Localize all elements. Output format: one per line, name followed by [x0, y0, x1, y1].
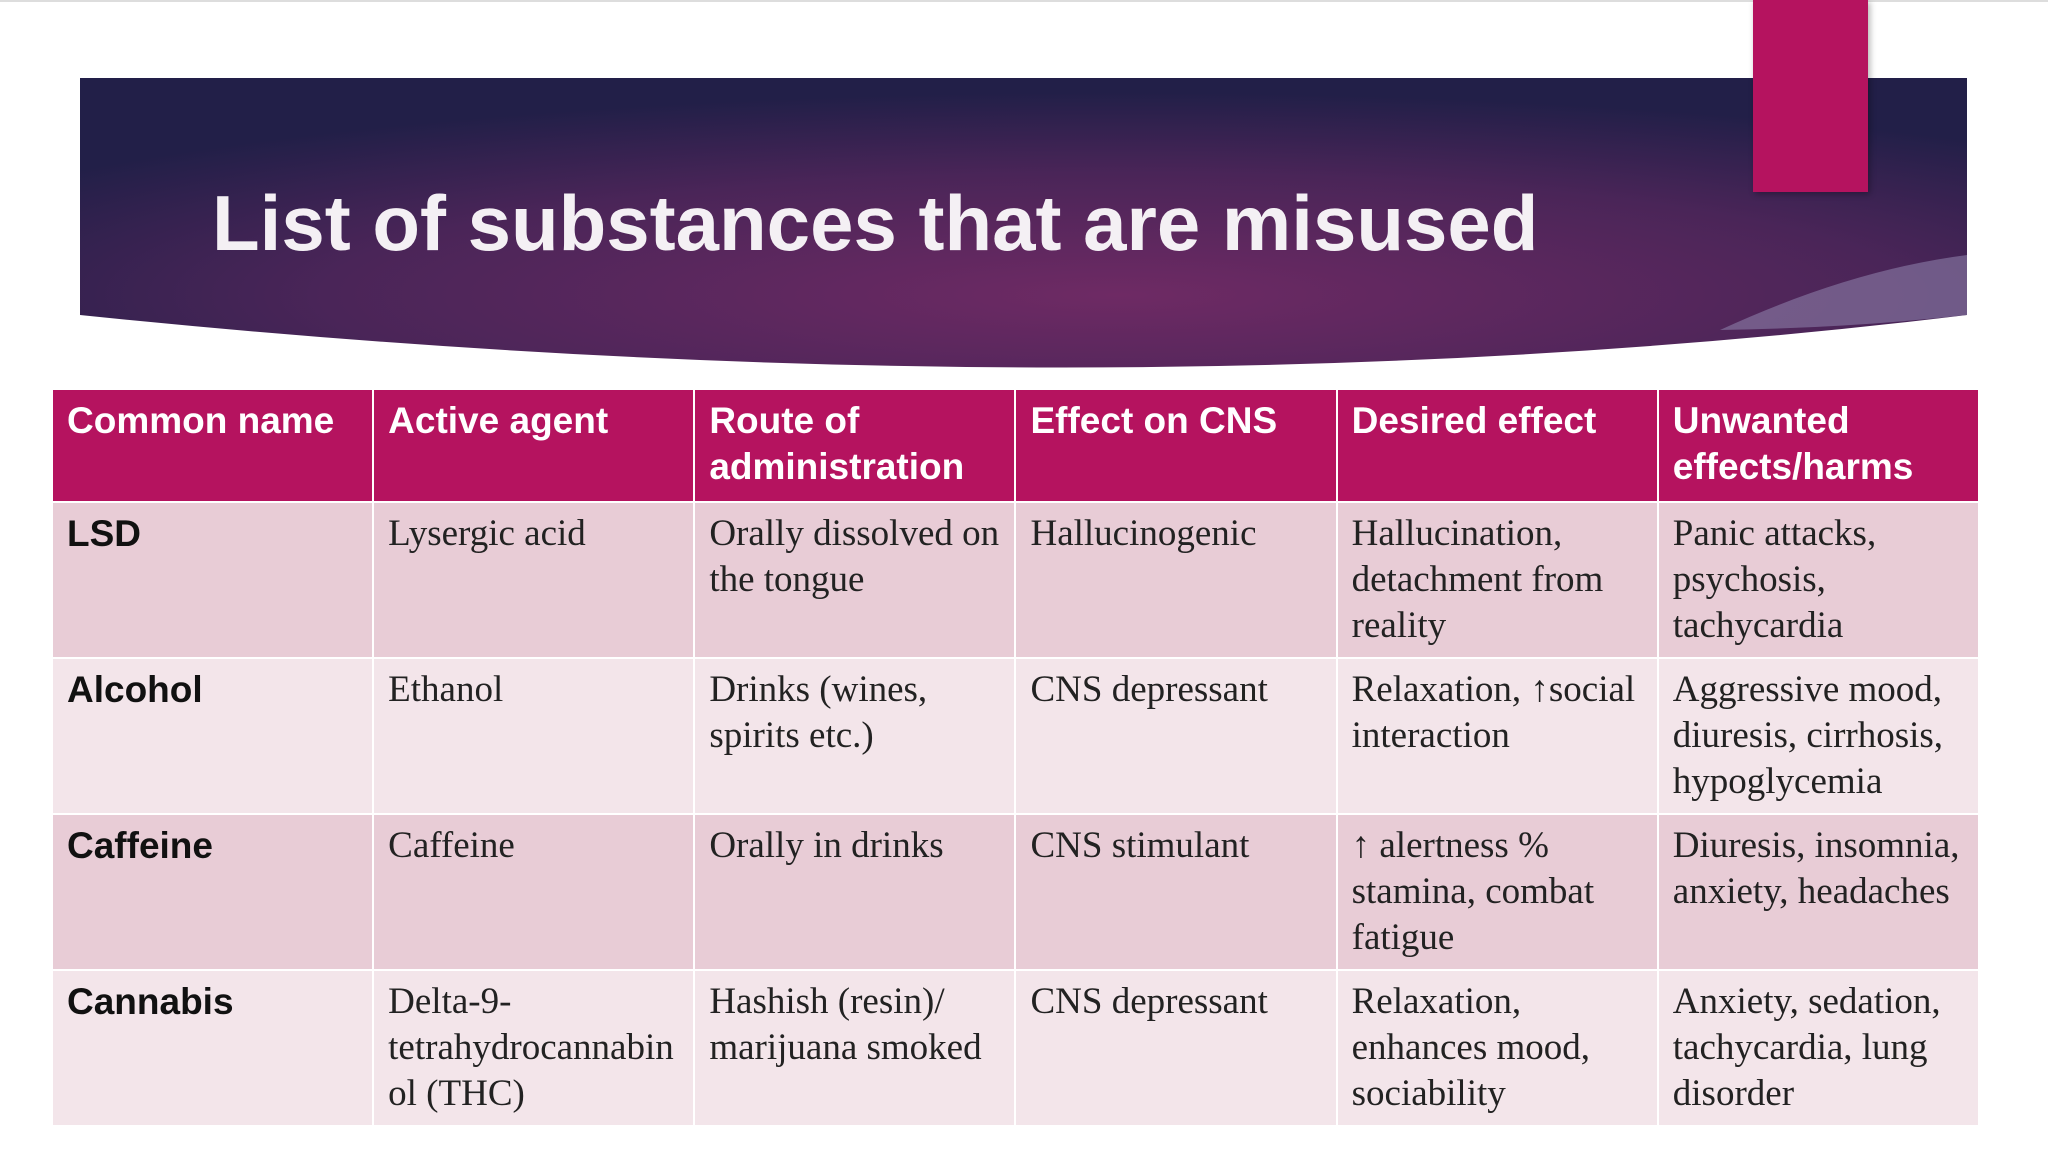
- substance-name: Caffeine: [50, 813, 375, 971]
- header-cell: Desired effect: [1335, 388, 1659, 503]
- header-row: Common name Active agent Route of administ…: [50, 388, 1981, 503]
- banner-shape: [80, 78, 1967, 368]
- banner-accent: [1720, 255, 1967, 330]
- table-cell: Panic attacks, psychosis, tachycardia: [1656, 501, 1981, 659]
- header-cell: Effect on CNS: [1014, 388, 1338, 503]
- substances-table: Common name Active agent Route of administ…: [50, 388, 1981, 1127]
- table-row: Caffeine Caffeine Orally in drinks CNS stim…: [50, 813, 1981, 971]
- table-cell: Delta-9-tetrahydrocannabinol (THC): [372, 969, 696, 1127]
- table-cell: Relaxation, ↑social interaction: [1335, 657, 1659, 815]
- table-row: Alcohol Ethanol Drinks (wines, spirits etc…: [50, 657, 1981, 815]
- substance-name: LSD: [50, 501, 375, 659]
- table-cell: Anxiety, sedation, tachycardia, lung dis…: [1656, 969, 1981, 1127]
- table-row: Cannabis Delta-9-tetrahydrocannabinol (TH…: [50, 969, 1981, 1127]
- header-cell: Common name: [50, 388, 375, 503]
- table-row: LSD Lysergic acid Orally dissolved on the …: [50, 501, 1981, 659]
- header-cell: Active agent: [372, 388, 696, 503]
- table-cell: Drinks (wines, spirits etc.): [693, 657, 1017, 815]
- table-cell: Caffeine: [372, 813, 696, 971]
- table-cell: Lysergic acid: [372, 501, 696, 659]
- table-cell: Orally in drinks: [693, 813, 1017, 971]
- table-cell: Aggressive mood, diuresis, cirrhosis, hy…: [1656, 657, 1981, 815]
- table-cell: Ethanol: [372, 657, 696, 815]
- table-cell: CNS depressant: [1014, 657, 1338, 815]
- table-cell: Hallucination, detachment from reality: [1335, 501, 1659, 659]
- top-line: [0, 0, 2048, 2]
- table-cell: ↑ alertness % stamina, combat fatigue: [1335, 813, 1659, 971]
- header-cell: Route of administration: [693, 388, 1017, 503]
- substance-name: Cannabis: [50, 969, 375, 1127]
- table-body: LSD Lysergic acid Orally dissolved on the …: [50, 501, 1981, 1127]
- table-cell: CNS depressant: [1014, 969, 1338, 1127]
- table-cell: Hallucinogenic: [1014, 501, 1338, 659]
- accent-tab: [1753, 0, 1868, 192]
- table-cell: Diuresis, insomnia, anxiety, headaches: [1656, 813, 1981, 971]
- title-banner: [80, 78, 1967, 368]
- table-cell: Relaxation, enhances mood, sociability: [1335, 969, 1659, 1127]
- table-cell: CNS stimulant: [1014, 813, 1338, 971]
- substance-name: Alcohol: [50, 657, 375, 815]
- table-cell: Orally dissolved on the tongue: [693, 501, 1017, 659]
- header-cell: Unwanted effects/harms: [1656, 388, 1981, 503]
- table-cell: Hashish (resin)/ marijuana smoked: [693, 969, 1017, 1127]
- slide-title: List of substances that are misused: [212, 179, 1539, 267]
